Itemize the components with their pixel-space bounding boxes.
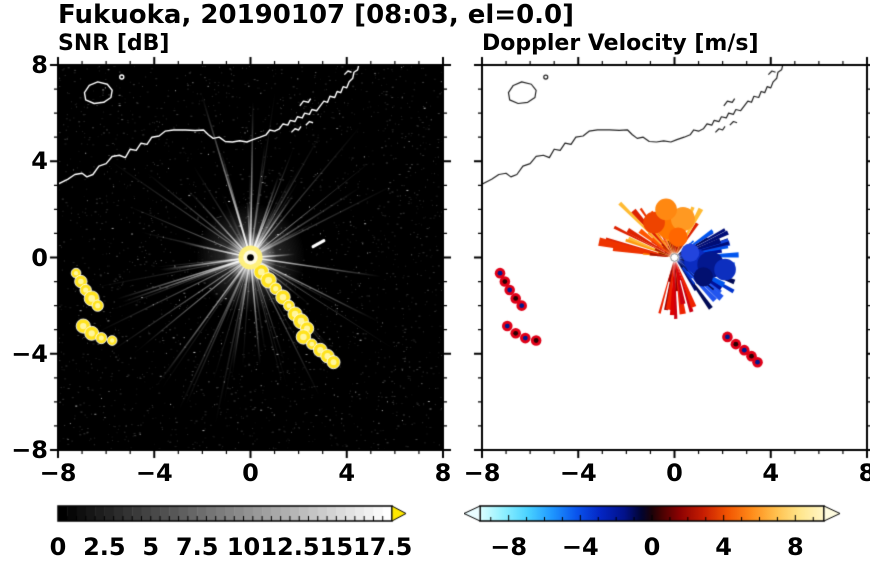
doppler-colorbar-tick-label: 8 bbox=[786, 533, 804, 561]
doppler-x-tick-label: −8 bbox=[463, 459, 501, 487]
y-tick-label: 0 bbox=[31, 243, 48, 272]
snr-colorbar-tick-label: 15 bbox=[319, 533, 354, 561]
snr-colorbar-tick-label: 2.5 bbox=[83, 533, 126, 561]
snr-x-tick-label: −4 bbox=[135, 459, 173, 487]
doppler-plot-canvas bbox=[470, 53, 870, 462]
snr-colorbar-tick-label: 5 bbox=[142, 533, 160, 561]
doppler-colorbar-tick-label: −4 bbox=[561, 533, 599, 561]
y-tick-label: 8 bbox=[31, 51, 48, 79]
figure-title: Fukuoka, 20190107 [08:03, el=0.0] bbox=[58, 0, 575, 30]
doppler-colorbar-tick-label: 0 bbox=[643, 533, 661, 561]
y-tick-label: −4 bbox=[11, 339, 48, 368]
snr-colorbar bbox=[56, 504, 408, 524]
doppler-x-tick-label: 0 bbox=[666, 459, 683, 487]
snr-colorbar-tick-label: 17.5 bbox=[353, 533, 413, 561]
doppler-colorbar bbox=[464, 504, 842, 524]
doppler-x-tick-label: −4 bbox=[559, 459, 597, 487]
snr-colorbar-tick-label: 0 bbox=[49, 533, 67, 561]
snr-x-tick-label: −8 bbox=[39, 459, 77, 487]
snr-x-tick-label: 0 bbox=[242, 459, 259, 487]
doppler-x-tick-label: 4 bbox=[762, 459, 780, 487]
doppler-colorbar-tick-label: −8 bbox=[490, 533, 528, 561]
snr-colorbar-tick-label: 10 bbox=[226, 533, 261, 561]
snr-x-tick-label: 8 bbox=[434, 459, 452, 487]
snr-x-tick-label: 4 bbox=[338, 459, 356, 487]
snr-panel-title: SNR [dB] bbox=[58, 31, 170, 56]
doppler-panel-title: Doppler Velocity [m/s] bbox=[482, 31, 759, 56]
doppler-x-tick-label: 8 bbox=[858, 459, 870, 487]
y-tick-label: 4 bbox=[31, 147, 48, 176]
snr-colorbar-tick-label: 7.5 bbox=[175, 533, 219, 561]
snr-plot-canvas bbox=[46, 53, 455, 462]
doppler-colorbar-tick-label: 4 bbox=[715, 533, 732, 561]
snr-colorbar-tick-label: 12.5 bbox=[260, 533, 320, 561]
y-tick-label: −8 bbox=[11, 436, 48, 464]
